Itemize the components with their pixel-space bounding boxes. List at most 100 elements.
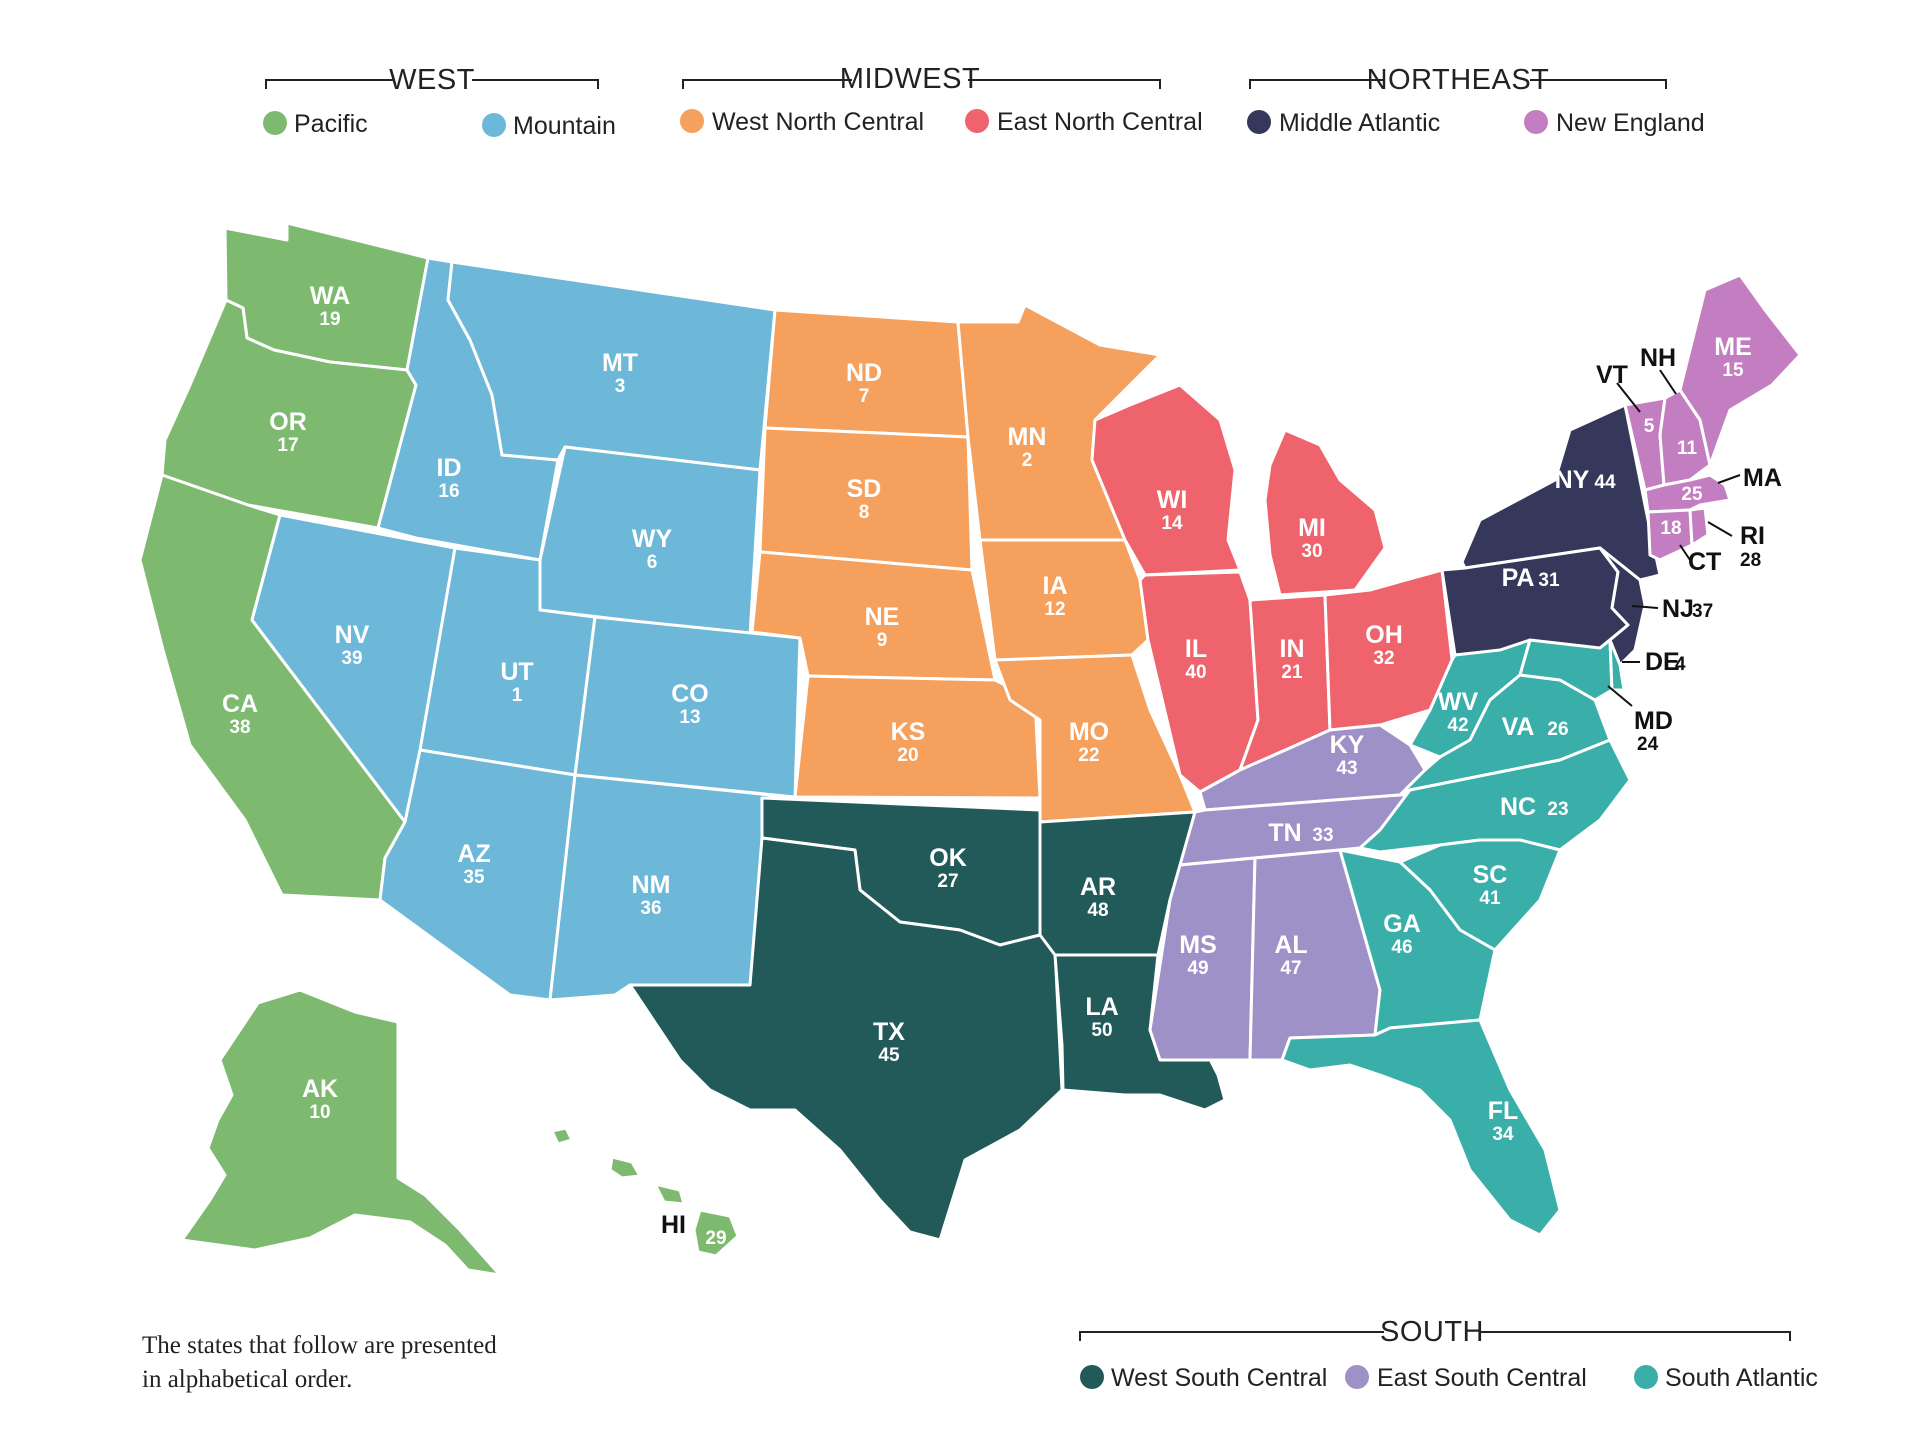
state-label-al: AL <box>1274 931 1307 959</box>
legend-south: SOUTH West South Central East South Cent… <box>1079 1316 1818 1392</box>
state-label-or: OR <box>269 408 307 436</box>
state-label-nh: NH <box>1640 344 1676 372</box>
state-rank-ms: 49 <box>1187 958 1208 979</box>
state-rank-mi: 30 <box>1301 541 1322 562</box>
state-label-tn: TN <box>1268 819 1301 847</box>
leader-ma <box>1717 474 1741 484</box>
state-label-ne: NE <box>865 603 900 631</box>
legend-swatch-east-north-central <box>965 109 989 133</box>
state-label-va: VA <box>1502 713 1535 741</box>
state-shape-de <box>1608 638 1626 692</box>
state-rank-wy: 6 <box>647 552 658 573</box>
legend-label-south-atlantic: South Atlantic <box>1665 1364 1818 1392</box>
state-label-in: IN <box>1280 635 1305 663</box>
state-rank-hi: 29 <box>705 1228 726 1249</box>
state-label-ri: RI <box>1740 522 1765 550</box>
state-shape-mi <box>1263 428 1387 597</box>
state-label-de: DE <box>1645 648 1680 676</box>
state-label-ut: UT <box>500 658 533 686</box>
legend-label-new-england: New England <box>1556 109 1705 137</box>
leader-md <box>1607 685 1633 707</box>
state-shape-ks <box>793 674 1042 800</box>
state-label-wa: WA <box>310 282 350 310</box>
state-label-id: ID <box>437 454 462 482</box>
state-label-sd: SD <box>847 475 882 503</box>
legend-south-bracket <box>1079 1331 1791 1341</box>
state-rank-ny: 44 <box>1594 472 1616 493</box>
state-shape-va <box>1398 673 1612 797</box>
state-label-ny: NY <box>1555 466 1590 494</box>
state-label-ak: AK <box>302 1075 338 1103</box>
state-label-la: LA <box>1085 993 1118 1021</box>
state-rank-sd: 8 <box>859 502 870 523</box>
footnote: The states that follow are presented in … <box>142 1332 497 1393</box>
state-label-ks: KS <box>891 718 926 746</box>
state-shape-fl <box>1280 1018 1562 1237</box>
legend-swatch-pacific <box>263 111 287 135</box>
state-shape-tx <box>628 836 1064 1242</box>
state-label-hi: HI <box>661 1211 686 1239</box>
state-label-nj: NJ <box>1662 595 1694 623</box>
state-rank-ok: 27 <box>937 871 958 892</box>
footnote-line-2: in alphabetical order. <box>142 1366 352 1393</box>
legend-swatch-new-england <box>1524 110 1548 134</box>
state-rank-az: 35 <box>463 867 485 888</box>
state-label-tx: TX <box>873 1018 905 1046</box>
state-rank-fl: 34 <box>1492 1124 1514 1145</box>
state-rank-nv: 39 <box>341 648 362 669</box>
state-rank-nm: 36 <box>640 898 661 919</box>
state-rank-ar: 48 <box>1087 900 1108 921</box>
legend-label-middle-atlantic: Middle Atlantic <box>1279 109 1440 137</box>
state-rank-sc: 41 <box>1479 888 1501 909</box>
state-rank-mn: 2 <box>1022 450 1033 471</box>
legend-northeast-bracket <box>1249 79 1667 89</box>
state-label-il: IL <box>1185 635 1207 663</box>
state-rank-de: 4 <box>1675 654 1686 675</box>
state-rank-va: 26 <box>1547 719 1568 740</box>
state-label-co: CO <box>671 680 709 708</box>
legend-label-mountain: Mountain <box>513 112 616 140</box>
state-rank-mt: 3 <box>615 376 626 397</box>
legend-west-title: WEST <box>389 64 475 96</box>
state-shape-wi <box>1090 383 1242 577</box>
state-label-nd: ND <box>846 359 882 387</box>
state-label-ca: CA <box>222 690 258 718</box>
state-label-az: AZ <box>457 840 490 868</box>
state-label-me: ME <box>1714 333 1752 361</box>
leader-nh <box>1659 369 1677 395</box>
state-label-ga: GA <box>1383 910 1421 938</box>
state-label-vt: VT <box>1596 361 1628 389</box>
state-rank-ne: 9 <box>877 630 888 651</box>
state-rank-ks: 20 <box>897 745 918 766</box>
state-label-oh: OH <box>1365 621 1403 649</box>
state-rank-tx: 45 <box>878 1045 900 1066</box>
state-label-ky: KY <box>1330 731 1365 759</box>
state-shape-ga <box>1338 848 1497 1037</box>
state-rank-in: 21 <box>1281 662 1303 683</box>
state-rank-ak: 10 <box>309 1102 330 1123</box>
legend-south-title: SOUTH <box>1380 1316 1484 1348</box>
state-shape-me <box>1678 273 1802 467</box>
state-shape-hi-2 <box>608 1155 642 1180</box>
leader-vt <box>1616 382 1641 413</box>
legend-label-east-south-central: East South Central <box>1377 1364 1587 1392</box>
state-rank-pa: 31 <box>1538 570 1560 591</box>
legend-northeast-title: NORTHEAST <box>1367 64 1550 96</box>
state-shape-md <box>1518 638 1614 702</box>
state-shape-hi <box>692 1208 740 1258</box>
state-rank-md: 24 <box>1637 734 1659 755</box>
state-label-ia: IA <box>1043 572 1068 600</box>
state-label-nc: NC <box>1500 793 1536 821</box>
state-shape-hi-3 <box>550 1126 574 1146</box>
state-rank-ca: 38 <box>229 717 250 738</box>
state-label-wv: WV <box>1438 688 1479 716</box>
legend-swatch-middle-atlantic <box>1247 110 1271 134</box>
state-rank-or: 17 <box>277 435 298 456</box>
state-label-wy: WY <box>632 525 673 553</box>
legend-label-pacific: Pacific <box>294 110 368 138</box>
state-label-mt: MT <box>602 349 638 377</box>
state-rank-tn: 33 <box>1312 825 1333 846</box>
state-rank-ga: 46 <box>1391 937 1412 958</box>
state-rank-ri: 28 <box>1740 550 1761 571</box>
state-label-pa: PA <box>1502 564 1535 592</box>
